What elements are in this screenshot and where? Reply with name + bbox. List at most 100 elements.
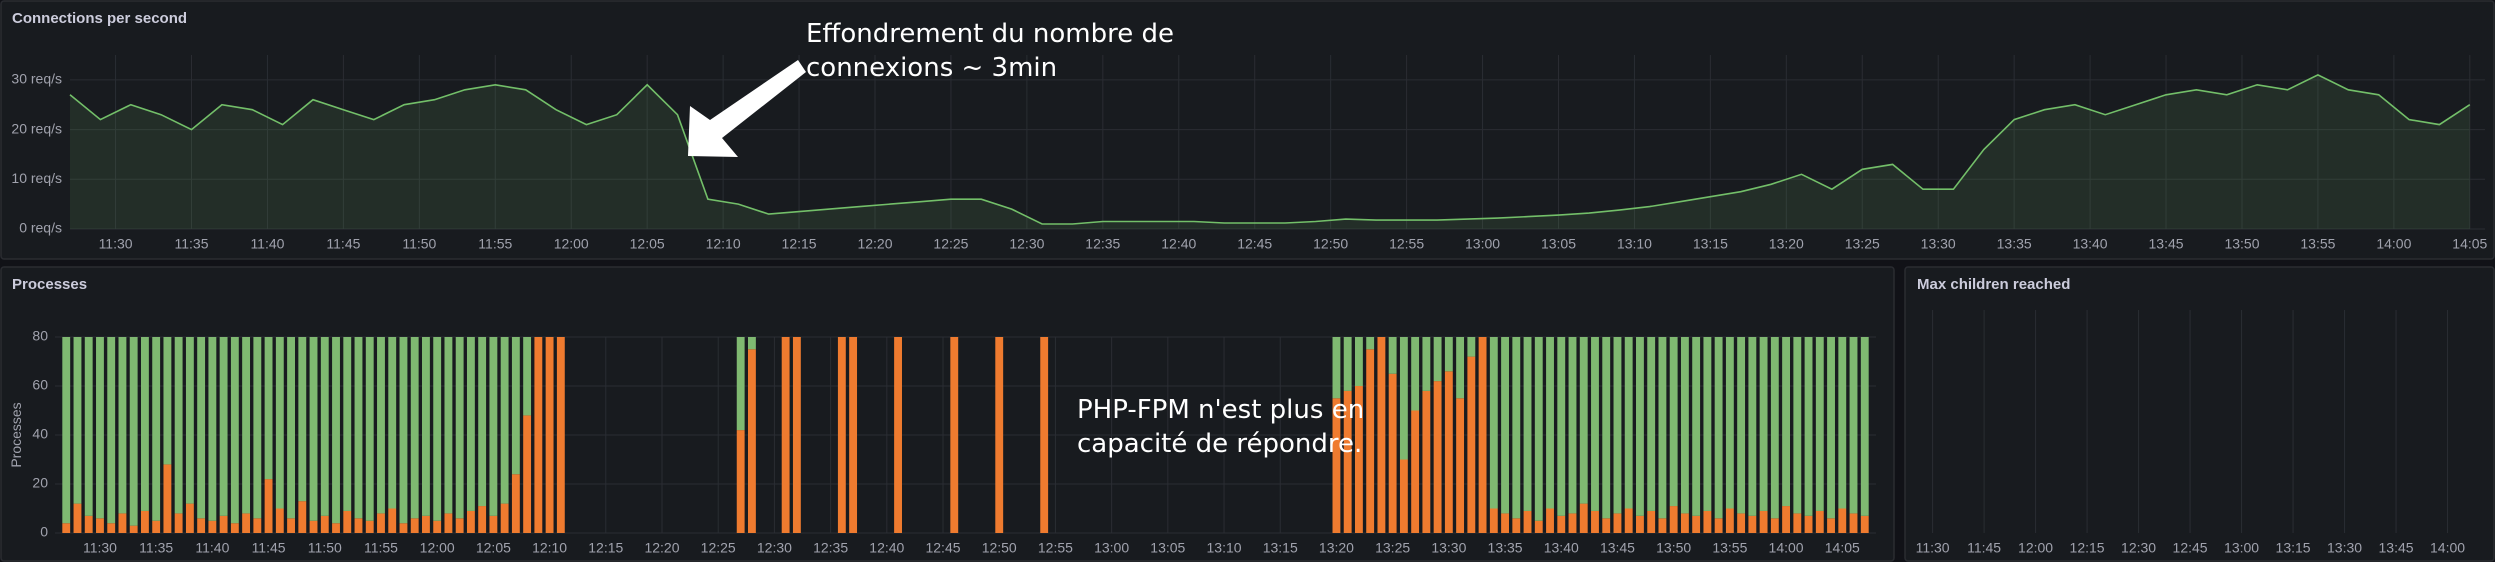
- x-tick-label: 12:30: [2121, 540, 2156, 556]
- bar-segment: [264, 337, 273, 480]
- panel-title: Processes: [12, 276, 87, 293]
- bar-segment: [950, 337, 959, 533]
- bar-segment: [230, 523, 239, 533]
- bar-segment: [1815, 337, 1824, 511]
- x-tick-label: 13:25: [1375, 540, 1410, 556]
- bar-segment: [1546, 508, 1554, 533]
- bar-segment: [1770, 337, 1779, 519]
- bar-segment: [388, 508, 397, 533]
- bar-segment: [1343, 390, 1352, 533]
- x-tick-label: 12:35: [813, 540, 848, 556]
- bar-segment: [1737, 513, 1746, 533]
- bar-segment: [1748, 337, 1757, 516]
- bar-segment: [1354, 337, 1363, 386]
- bar-segment: [1849, 337, 1858, 514]
- bar-segment: [1692, 515, 1701, 533]
- x-tick-label: 11:40: [195, 540, 229, 556]
- bar-segment: [96, 518, 104, 533]
- bar-segment: [1377, 337, 1386, 533]
- bar-segment: [1467, 356, 1476, 533]
- bar-segment: [287, 337, 295, 519]
- bar-segment: [1512, 337, 1521, 519]
- bar-segment: [1523, 510, 1532, 533]
- bar-segment: [1422, 390, 1431, 533]
- bar-segment: [1411, 410, 1420, 533]
- bar-segment: [84, 515, 93, 533]
- x-tick-label: 11:55: [364, 540, 398, 556]
- bar-segment: [152, 337, 161, 521]
- bar-segment: [354, 518, 363, 533]
- x-tick-label: 12:40: [1161, 236, 1196, 252]
- bar-segment: [1849, 513, 1858, 533]
- x-tick-label: 13:50: [2224, 236, 2259, 252]
- y-tick-label: 80: [32, 328, 48, 344]
- bar-segment: [1636, 515, 1644, 533]
- bar-segment: [242, 513, 251, 533]
- bar-segment: [545, 337, 554, 533]
- bar-segment: [1759, 510, 1768, 533]
- x-tick-label: 13:00: [1094, 540, 1129, 556]
- bar-segment: [1725, 337, 1734, 509]
- y-tick-label: 60: [32, 377, 48, 393]
- bar-segment: [1680, 513, 1689, 533]
- bar-segment: [73, 503, 82, 533]
- bar-segment: [444, 513, 453, 533]
- bar-segment: [1725, 508, 1734, 533]
- bar-segment: [534, 337, 543, 533]
- bar-segment: [1613, 513, 1622, 533]
- bar-segment: [747, 349, 756, 533]
- bar-segment: [1680, 337, 1689, 514]
- bar-segment: [1546, 337, 1554, 509]
- bar-segment: [1669, 337, 1678, 507]
- bar-segment: [1602, 337, 1611, 519]
- x-tick-label: 12:00: [2018, 540, 2053, 556]
- bar-segment: [433, 520, 442, 533]
- bar-segment: [1332, 337, 1341, 399]
- x-tick-label: 12:45: [925, 540, 960, 556]
- bar-segment: [747, 337, 756, 350]
- annotation: Effondrement du nombre de: [806, 19, 1174, 49]
- x-tick-label: 13:05: [1541, 236, 1576, 252]
- bar-segment: [1647, 510, 1656, 533]
- y-tick-label: 40: [32, 426, 48, 442]
- bar-segment: [365, 520, 374, 533]
- x-tick-label: 12:05: [476, 540, 511, 556]
- bar-segment: [253, 518, 262, 533]
- bar-segment: [1523, 337, 1532, 511]
- bar-segment: [995, 337, 1004, 533]
- bar-segment: [1433, 381, 1442, 533]
- bar-segment: [1703, 337, 1712, 511]
- x-tick-label: 11:50: [308, 540, 342, 556]
- bar-segment: [388, 337, 397, 509]
- x-tick-label: 13:10: [1207, 540, 1242, 556]
- bar-segment: [478, 337, 487, 507]
- x-tick-label: 11:45: [326, 236, 360, 252]
- bar-segment: [433, 337, 442, 521]
- bar-segment: [1534, 337, 1543, 521]
- bar-segment: [1636, 337, 1644, 516]
- bar-segment: [298, 501, 307, 533]
- x-tick-label: 13:35: [1488, 540, 1523, 556]
- bar-segment: [1624, 508, 1633, 533]
- y-tick-label: 20 req/s: [11, 120, 62, 136]
- bar-segment: [781, 337, 790, 533]
- bar-segment: [1748, 515, 1757, 533]
- bar-segment: [1388, 337, 1397, 374]
- bar-segment: [287, 518, 295, 533]
- bar-segment: [163, 464, 172, 533]
- x-tick-label: 13:55: [2300, 236, 2335, 252]
- bar-segment: [489, 337, 498, 516]
- x-tick-label: 13:40: [1544, 540, 1579, 556]
- x-tick-label: 13:00: [2224, 540, 2259, 556]
- bar-segment: [140, 510, 149, 533]
- bar-segment: [185, 337, 194, 504]
- bar-segment: [264, 479, 273, 533]
- x-tick-label: 13:20: [1319, 540, 1354, 556]
- bar-segment: [275, 337, 284, 509]
- x-tick-label: 13:15: [1263, 540, 1298, 556]
- bar-segment: [1804, 515, 1813, 533]
- x-tick-label: 12:15: [2070, 540, 2105, 556]
- x-tick-label: 13:05: [1150, 540, 1185, 556]
- x-tick-label: 14:00: [2376, 236, 2411, 252]
- x-tick-label: 14:05: [2452, 236, 2487, 252]
